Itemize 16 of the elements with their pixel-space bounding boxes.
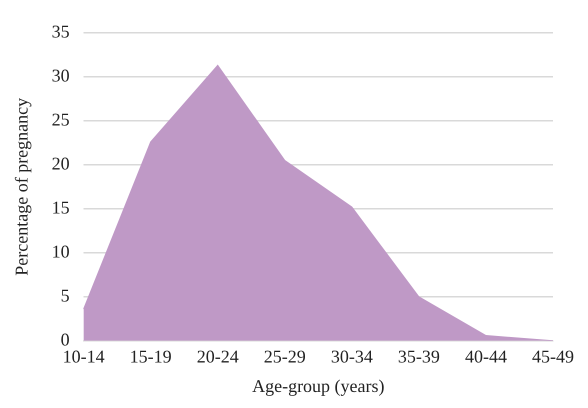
y-tick-label: 20 — [52, 154, 70, 174]
y-tick-label: 30 — [52, 66, 70, 86]
y-tick-label: 35 — [52, 22, 70, 42]
x-tick-label: 25-29 — [264, 346, 306, 366]
y-tick-label: 25 — [52, 110, 70, 130]
y-tick-label: 15 — [52, 198, 70, 218]
x-tick-label: 20-24 — [196, 346, 239, 366]
x-tick-label: 45-49 — [532, 346, 574, 366]
y-tick-label: 5 — [60, 286, 70, 306]
y-axis-title: Percentage of pregnancy — [12, 98, 32, 276]
y-tick-label: 10 — [52, 242, 70, 262]
x-tick-label: 15-19 — [130, 346, 172, 366]
x-axis-title: Age-group (years) — [252, 376, 385, 396]
x-tick-label: 35-39 — [398, 346, 440, 366]
x-tick-label: 30-34 — [330, 346, 373, 366]
x-tick-label: 40-44 — [464, 346, 507, 366]
